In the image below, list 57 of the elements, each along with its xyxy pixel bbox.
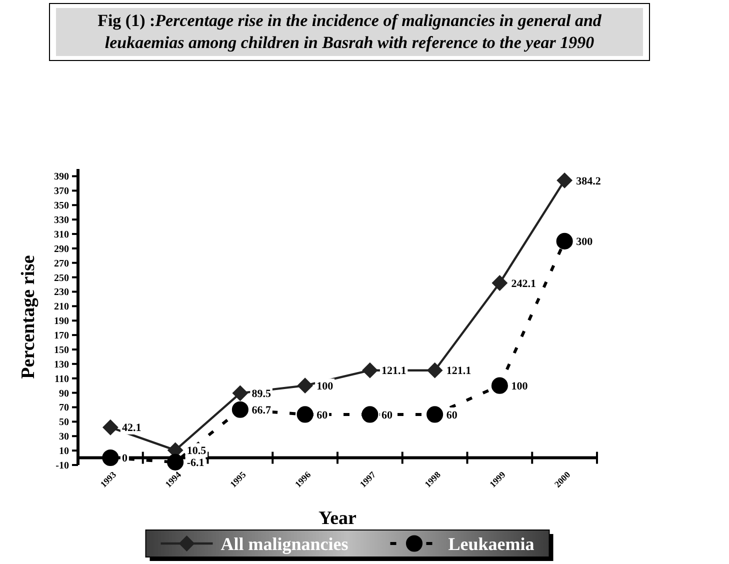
data-label: 0	[122, 452, 128, 465]
data-label: 100	[316, 380, 334, 392]
legend-label: All malignancies	[220, 534, 348, 554]
point	[556, 172, 572, 188]
data-label: 60	[446, 409, 458, 422]
data-label: -6.1	[186, 457, 204, 470]
data-label: 121.1	[381, 365, 406, 378]
point	[102, 450, 119, 466]
data-label: 60	[316, 409, 328, 422]
data-label: 242.1	[511, 278, 536, 290]
data-label: 60	[381, 409, 393, 422]
y-tick-label: 190	[54, 316, 69, 328]
y-tick-label: 250	[54, 272, 69, 284]
y-tick-label: 390	[54, 172, 69, 183]
y-tick-label: 330	[54, 215, 69, 226]
y-tick-label: 150	[54, 344, 69, 356]
y-tick-label: 230	[54, 287, 69, 298]
y-tick-label: -10	[56, 460, 69, 472]
data-label: 10.5	[186, 445, 207, 458]
point	[362, 362, 378, 378]
y-tick-label: 130	[54, 359, 69, 370]
point	[492, 275, 508, 291]
legend-label: Leukaemia	[448, 534, 534, 554]
point	[232, 385, 248, 401]
y-tick-label: 10	[59, 446, 69, 458]
point	[167, 454, 184, 470]
point	[362, 406, 378, 423]
data-label: 121.1	[446, 365, 472, 378]
data-label: 300	[576, 236, 594, 248]
y-axis-title: Percentage rise	[18, 255, 39, 379]
y-tick-label: 30	[59, 432, 69, 443]
point	[297, 378, 313, 394]
point	[427, 362, 443, 378]
y-tick-label: 210	[54, 302, 69, 313]
chart-title: Fig (1) :Percentage rise in the incidence of malignancies in general and leukaemias among children in Basrah with reference to the year 1990	[98, 11, 602, 52]
point	[296, 406, 314, 423]
y-tick-label: 70	[59, 402, 69, 414]
y-tick-label: 270	[54, 258, 69, 270]
y-tick-label: 110	[54, 374, 69, 385]
y-tick-label: 370	[54, 186, 69, 198]
point	[491, 377, 508, 394]
data-label: 66.7	[252, 404, 272, 416]
data-label: 42.1	[122, 422, 142, 434]
y-tick-label: 90	[59, 388, 69, 400]
y-tick-label: 290	[54, 244, 69, 255]
y-tick-label: 50	[59, 417, 69, 428]
data-label: 89.5	[252, 388, 272, 400]
y-tick-label: 170	[54, 330, 69, 342]
point	[426, 406, 444, 423]
y-tick-label: 310	[54, 229, 69, 240]
data-label: 384.2	[576, 175, 602, 188]
point	[102, 420, 118, 436]
y-tick-label: 350	[54, 200, 69, 212]
point	[556, 232, 573, 250]
x-axis-title: Year	[318, 508, 358, 529]
point	[232, 401, 248, 418]
data-label: 100	[511, 380, 528, 392]
